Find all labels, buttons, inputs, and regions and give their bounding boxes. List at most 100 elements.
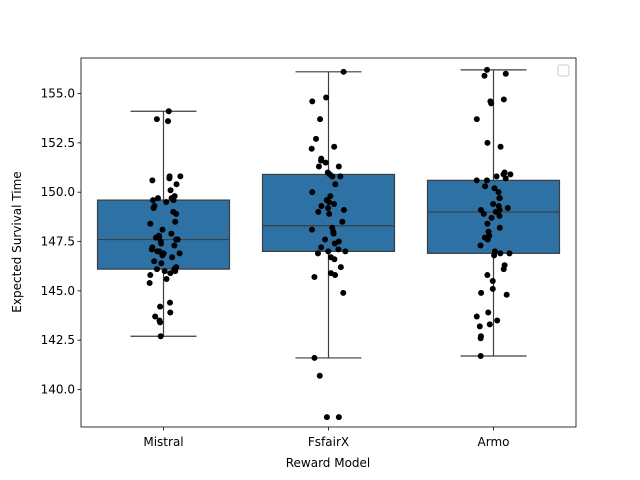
data-point: [491, 252, 498, 259]
data-point: [152, 313, 159, 320]
data-point: [151, 258, 158, 265]
data-point: [488, 100, 495, 107]
x-tick-label: Mistral: [143, 435, 183, 449]
data-point: [473, 116, 480, 123]
data-point: [315, 208, 322, 215]
y-tick-label: 150.0: [41, 185, 75, 199]
data-point: [488, 214, 495, 221]
y-axis: 140.0 142.5 145.0 147.5 150.0 152.5 155.0: [41, 87, 81, 397]
data-point: [331, 256, 338, 263]
data-point: [490, 201, 497, 208]
data-point: [497, 143, 504, 150]
data-point: [484, 272, 491, 279]
data-point: [486, 321, 493, 328]
data-point: [339, 218, 346, 225]
data-point: [506, 250, 513, 257]
data-point: [158, 260, 165, 267]
data-point: [325, 204, 332, 211]
x-tick-label: FsfairX: [308, 435, 349, 449]
data-point: [335, 414, 342, 421]
data-point: [146, 279, 153, 286]
data-point: [325, 248, 332, 255]
data-point: [153, 266, 160, 273]
data-point: [335, 246, 342, 253]
data-point: [482, 183, 489, 190]
data-point: [496, 195, 503, 202]
data-point: [150, 197, 157, 204]
data-point: [313, 135, 320, 142]
y-tick-label: 145.0: [41, 284, 75, 298]
y-tick-label: 140.0: [41, 383, 75, 397]
x-axis: Mistral FsfairX Armo: [143, 427, 509, 449]
data-point: [323, 414, 330, 421]
data-point: [158, 240, 165, 247]
data-point: [309, 98, 316, 105]
data-point: [503, 291, 510, 298]
data-point: [165, 108, 172, 115]
data-point: [330, 230, 337, 237]
data-point: [496, 224, 503, 231]
x-tick-label: Armo: [478, 435, 510, 449]
data-point: [473, 313, 480, 320]
data-point: [497, 250, 504, 257]
data-point: [342, 248, 349, 255]
data-point: [340, 206, 347, 213]
data-point: [477, 242, 484, 249]
data-point: [507, 171, 514, 178]
data-point: [502, 175, 509, 182]
data-point: [489, 277, 496, 284]
data-point: [496, 212, 503, 219]
data-point: [337, 173, 344, 180]
data-point: [167, 187, 174, 194]
x-axis-label: Reward Model: [286, 456, 371, 470]
data-point: [311, 274, 318, 281]
data-point: [172, 268, 179, 275]
data-point: [340, 289, 347, 296]
data-point: [163, 276, 170, 283]
data-point: [329, 173, 336, 180]
data-point: [154, 195, 161, 202]
data-point: [332, 181, 339, 188]
data-point: [494, 317, 501, 324]
data-point: [493, 173, 500, 180]
data-point: [165, 118, 172, 125]
data-point: [331, 143, 338, 150]
data-point: [476, 323, 483, 330]
data-point: [332, 272, 339, 279]
data-point: [157, 303, 164, 310]
data-point: [309, 189, 316, 196]
data-point: [495, 189, 502, 196]
data-point: [492, 208, 499, 215]
data-point: [169, 254, 176, 261]
data-point: [153, 116, 160, 123]
data-point: [340, 68, 347, 75]
data-point: [157, 319, 164, 326]
data-point: [481, 72, 488, 79]
data-point: [480, 210, 487, 217]
data-point: [325, 199, 332, 206]
y-tick-label: 155.0: [41, 87, 75, 101]
data-point: [308, 226, 315, 233]
data-point: [502, 70, 509, 77]
data-point: [318, 244, 325, 251]
empty-legend: [557, 64, 570, 77]
data-point: [500, 266, 507, 273]
data-point: [478, 289, 485, 296]
data-point: [177, 173, 184, 180]
data-point: [316, 372, 323, 379]
y-tick-label: 152.5: [41, 136, 75, 150]
box-mistral: [96, 199, 231, 270]
data-point: [323, 94, 330, 101]
data-point: [327, 193, 334, 200]
data-point: [331, 240, 338, 247]
data-point: [473, 177, 480, 184]
data-point: [163, 199, 170, 206]
data-point: [149, 177, 156, 184]
data-point: [150, 204, 157, 211]
data-point: [314, 250, 321, 257]
data-point: [318, 202, 325, 209]
data-point: [337, 264, 344, 271]
data-point: [485, 309, 492, 316]
data-point: [315, 163, 322, 170]
